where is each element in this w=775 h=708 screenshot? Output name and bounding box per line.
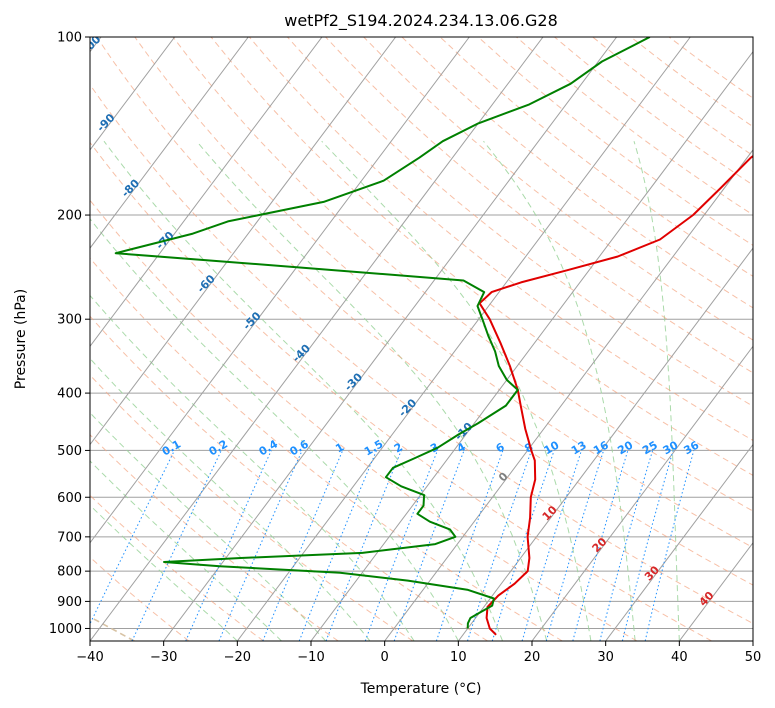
y-tick-label: 600 bbox=[57, 491, 82, 506]
mixing-ratio-line bbox=[435, 450, 504, 641]
y-tick-label: 300 bbox=[57, 313, 82, 328]
mixing-ratio-line bbox=[393, 450, 465, 641]
dry-adiabat-line bbox=[401, 37, 753, 309]
isotherm-line bbox=[90, 37, 249, 249]
dewpoint-profile-line bbox=[114, 37, 651, 629]
dry-adiabat-line bbox=[90, 83, 753, 625]
x-tick-label: 10 bbox=[450, 650, 467, 665]
moist-adiabat-line bbox=[196, 140, 548, 641]
isotherm-line bbox=[384, 149, 753, 641]
x-tick-label: 50 bbox=[745, 650, 762, 665]
dry-adiabat-line bbox=[96, 37, 753, 586]
moist-adiabat-line bbox=[103, 140, 503, 641]
x-tick-label: −30 bbox=[150, 650, 177, 665]
y-tick-label: 200 bbox=[57, 209, 82, 224]
mixing-ratio-line bbox=[262, 450, 344, 641]
mixing-ratio-line bbox=[298, 450, 377, 641]
moist-adiabat-line bbox=[633, 141, 680, 641]
mixing-ratio-line bbox=[185, 450, 272, 641]
x-tick-label: 40 bbox=[671, 650, 688, 665]
pressure-gridlines bbox=[90, 37, 753, 629]
y-tick-label: 500 bbox=[57, 444, 82, 459]
mixing-ratio-line bbox=[521, 450, 582, 641]
x-tick-label: −20 bbox=[224, 650, 251, 665]
isotherm-line bbox=[90, 37, 397, 446]
isotherm-line bbox=[457, 247, 753, 641]
mixing-ratio-line bbox=[325, 450, 402, 641]
isotherm-line bbox=[90, 37, 544, 641]
temperature-profile-line bbox=[478, 154, 753, 636]
moist-adiabat-line bbox=[90, 412, 327, 641]
isotherm-line bbox=[90, 37, 323, 348]
isotherm-line bbox=[90, 37, 470, 544]
x-tick-label: 0 bbox=[381, 650, 389, 665]
x-axis: −40 −30 −20 −10 0 10 20 30 40 50 bbox=[76, 641, 761, 665]
dry-adiabat-line bbox=[90, 199, 638, 641]
dry-adiabat-line bbox=[248, 37, 753, 441]
y-axis-title: Pressure (hPa) bbox=[13, 289, 29, 389]
y-tick-label: 900 bbox=[57, 595, 82, 610]
moist-adiabat-line bbox=[90, 357, 371, 641]
mixing-ratio-line bbox=[491, 450, 555, 641]
profile-series bbox=[114, 37, 753, 636]
x-tick-label: 20 bbox=[524, 650, 541, 665]
mixing-ratio-line bbox=[644, 450, 695, 641]
isotherm-line bbox=[605, 443, 753, 641]
mixing-ratio-lines bbox=[90, 450, 695, 641]
x-tick-label: 30 bbox=[597, 650, 614, 665]
y-tick-label: 800 bbox=[57, 565, 82, 580]
isotherm-line bbox=[310, 50, 753, 641]
y-tick-label: 700 bbox=[57, 530, 82, 545]
dry-adiabat-line bbox=[90, 141, 712, 641]
plot-area: -100-90-80-70-60-50-40-30-20-10010203040… bbox=[90, 37, 753, 641]
moist-adiabat-line bbox=[483, 140, 636, 641]
mixing-ratio-line bbox=[572, 450, 629, 641]
moist-adiabat-line bbox=[90, 460, 282, 641]
x-axis-title: Temperature (°C) bbox=[360, 681, 482, 697]
mixing-ratio-line bbox=[621, 450, 674, 641]
isotherm-line bbox=[236, 37, 691, 641]
mixing-ratio-line bbox=[218, 450, 303, 641]
isotherm-line bbox=[163, 37, 618, 641]
mixing-ratio-line bbox=[599, 450, 654, 641]
mixing-ratio-line bbox=[467, 450, 532, 641]
mixing-ratio-line bbox=[545, 450, 605, 641]
dry-adiabat-line bbox=[363, 37, 753, 341]
x-tick-label: −10 bbox=[297, 650, 324, 665]
isotherm-line bbox=[90, 37, 176, 151]
y-tick-label: 400 bbox=[57, 387, 82, 402]
dry-adiabat-line bbox=[90, 374, 414, 641]
chart-title: wetPf2_S194.2024.234.13.06.G28 bbox=[284, 11, 558, 31]
plot-frame bbox=[89, 36, 754, 642]
isotherms bbox=[90, 37, 753, 641]
x-tick-label: −40 bbox=[76, 650, 103, 665]
dry-adiabat-line bbox=[172, 37, 753, 512]
moist-adiabat-line bbox=[90, 218, 459, 641]
y-tick-label: 1000 bbox=[49, 622, 82, 637]
isotherm-line bbox=[531, 345, 753, 641]
y-tick-label: 100 bbox=[57, 31, 82, 46]
y-axis: 100 200 300 400 500 600 700 800 900 1000 bbox=[49, 31, 90, 637]
